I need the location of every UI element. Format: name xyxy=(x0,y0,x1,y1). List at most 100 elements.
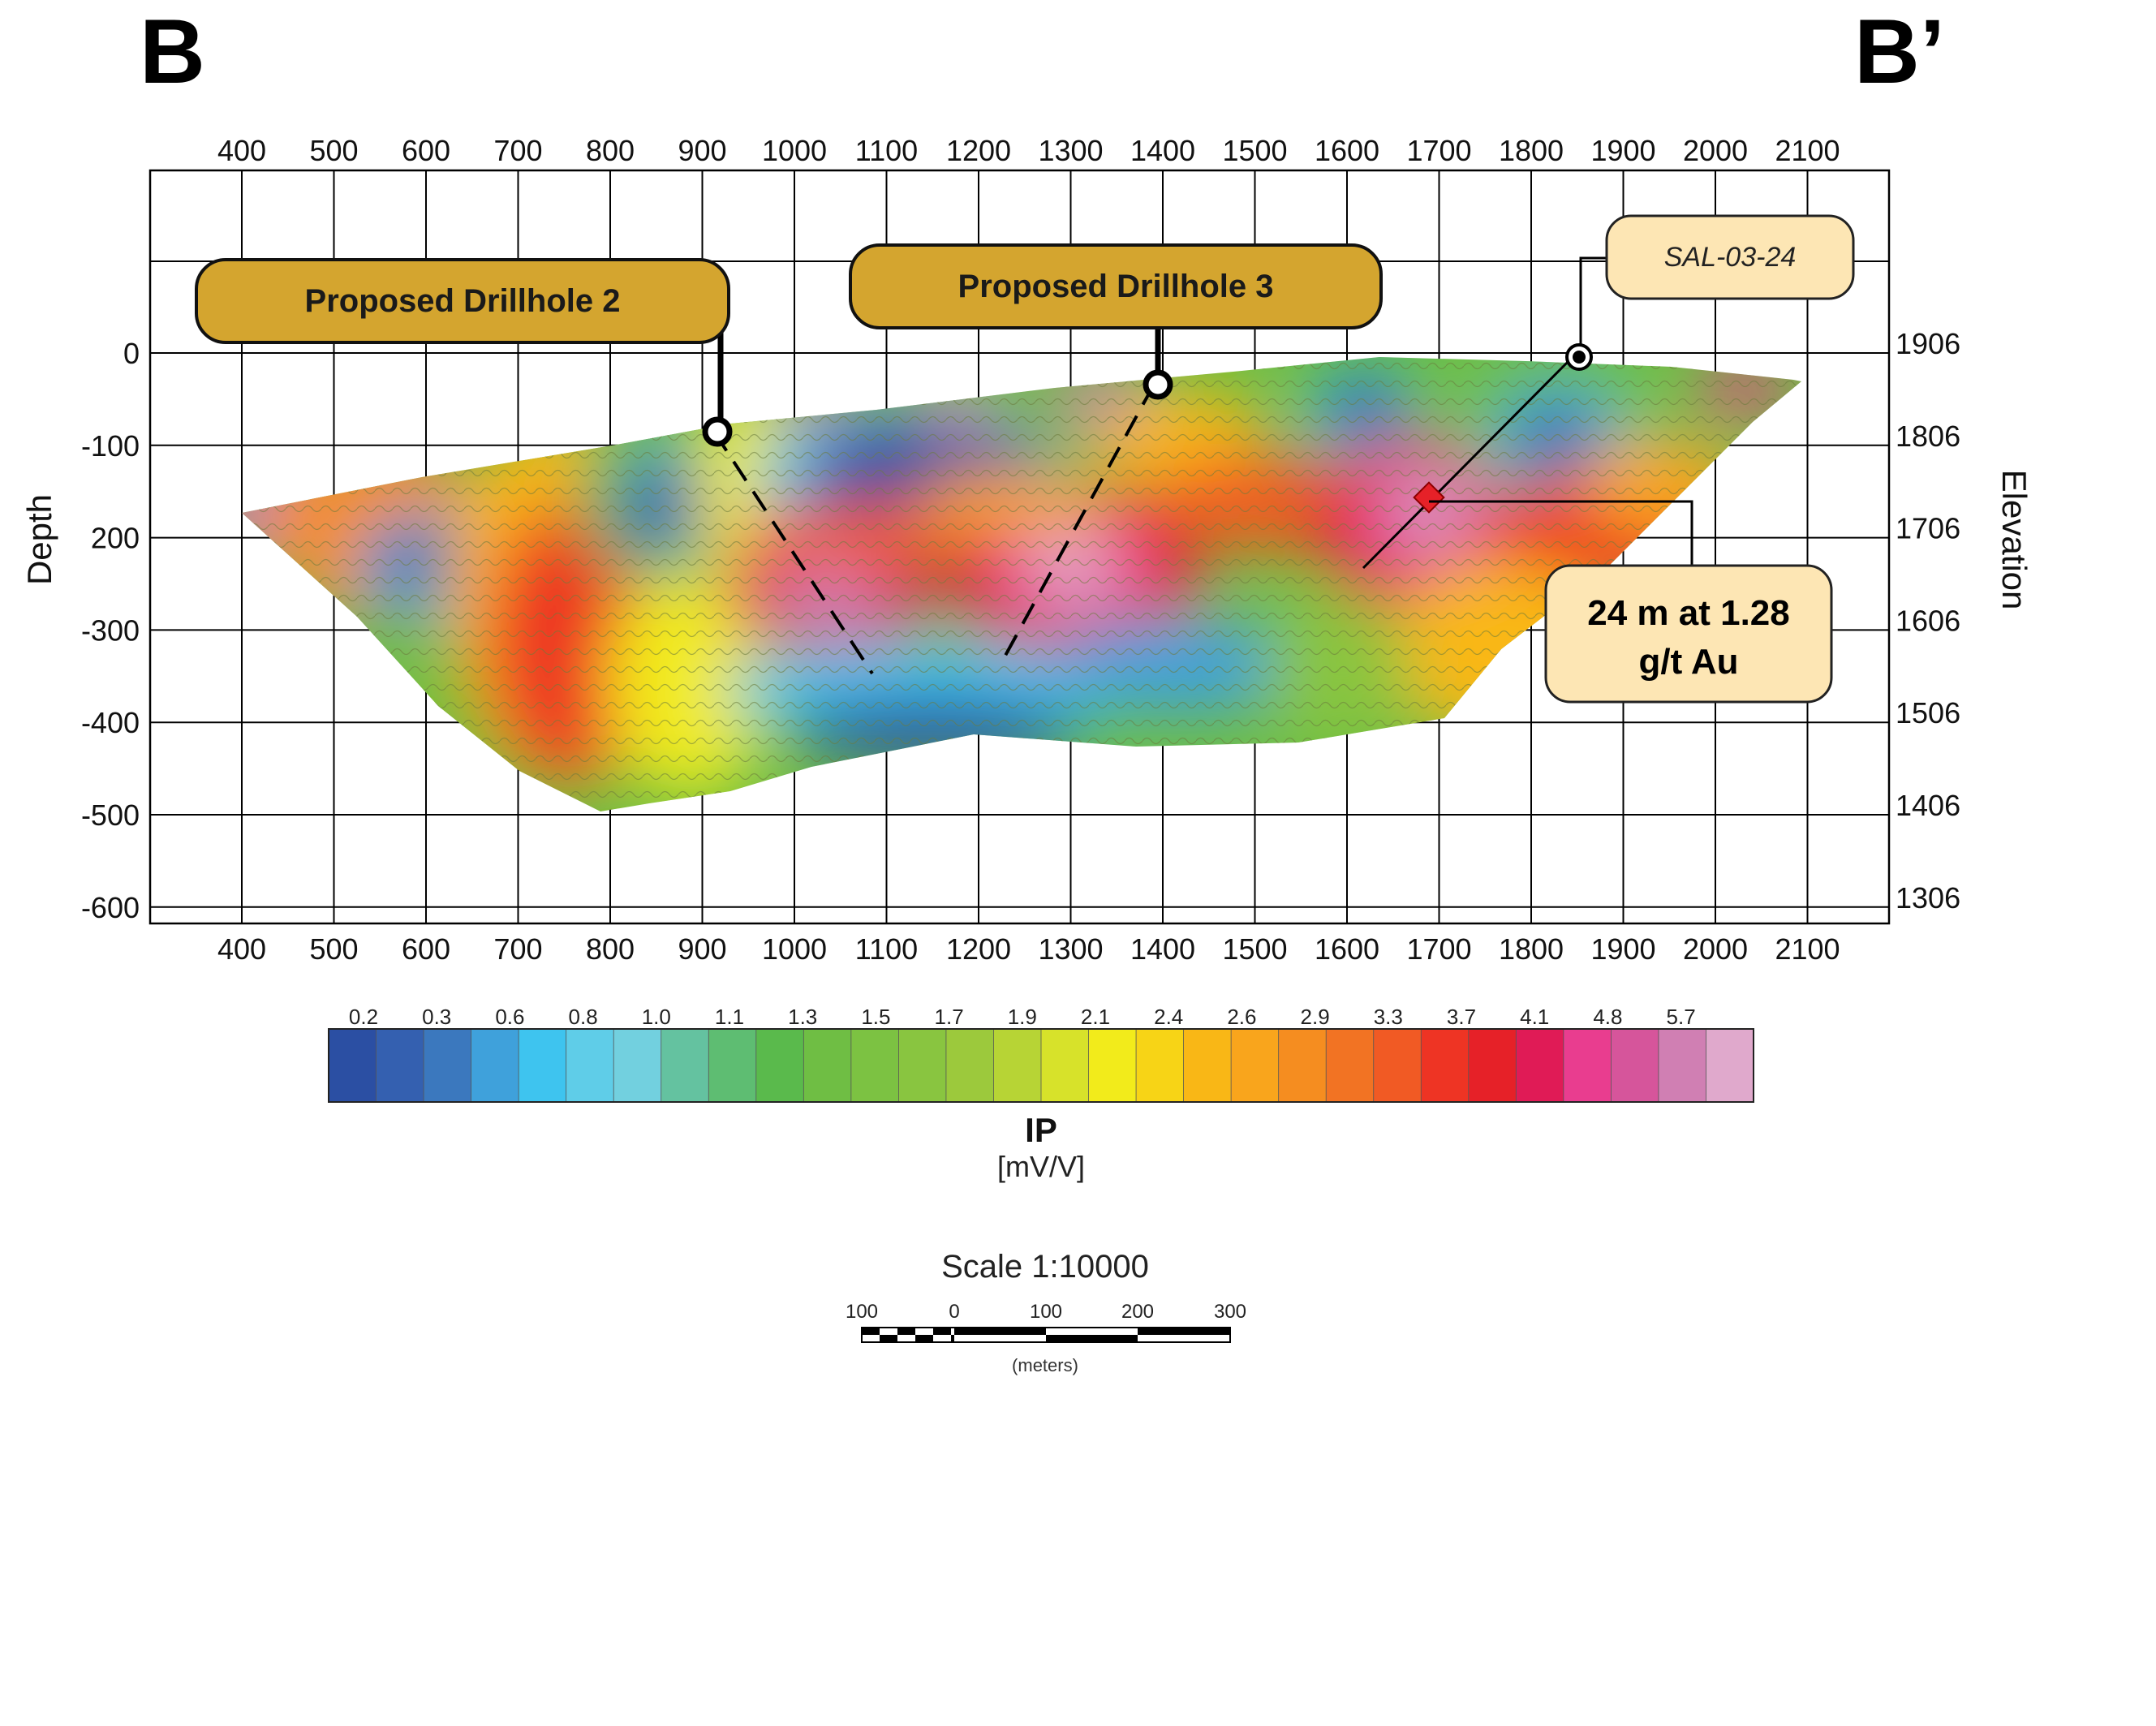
x-tick-label-top: 800 xyxy=(586,134,635,167)
x-tick-label-bottom: 700 xyxy=(493,932,542,966)
x-axis-bottom: 400 500 600 700 800 900 1000 1100 1200 1300 1400 15… xyxy=(217,932,1840,966)
x-tick-label-bottom: 900 xyxy=(678,932,726,966)
x-tick-label-top: 1200 xyxy=(946,134,1011,167)
x-tick-label-bottom: 1000 xyxy=(762,932,827,966)
drillhole-traces xyxy=(712,354,1576,675)
x-tick-label-top: 1000 xyxy=(762,134,827,167)
colorbar-swatch xyxy=(1135,1028,1185,1103)
section-end-label: B’ xyxy=(1854,1,1945,102)
colorbar-label: 1.5 xyxy=(861,1005,890,1029)
x-tick-label-bottom: 1400 xyxy=(1130,932,1195,966)
scale-bar: Scale 1:10000 100 0 100 200 300 (meters) xyxy=(846,1249,1246,1375)
sal-03-24-trace xyxy=(1362,354,1576,570)
scale-labels: 100 0 100 200 300 xyxy=(846,1301,1246,1323)
colorbar-swatch xyxy=(471,1028,520,1103)
colorbar-swatch xyxy=(708,1028,757,1103)
colorbar-label: 4.8 xyxy=(1593,1005,1622,1029)
x-tick-label-top: 900 xyxy=(678,134,726,167)
x-tick-label-bottom: 1500 xyxy=(1222,932,1287,966)
x-tick-label-bottom: 1800 xyxy=(1499,932,1564,966)
hole-id-callout: SAL-03-24 xyxy=(1565,214,1855,371)
colorbar-label: 1.3 xyxy=(788,1005,817,1029)
depth-tick-label: 200 xyxy=(91,522,140,555)
elevation-tick-label: 1406 xyxy=(1896,789,1960,822)
colorbar-swatch xyxy=(1658,1028,1707,1103)
colorbar-swatches xyxy=(328,1028,1754,1103)
colorbar-label: 0.2 xyxy=(349,1005,378,1029)
x-tick-label-top: 400 xyxy=(217,134,266,167)
depth-axis: 0 -100 200 -300 -400 -500 -600 xyxy=(81,337,140,924)
x-tick-label-top: 1500 xyxy=(1222,134,1287,167)
depth-tick-label: 0 xyxy=(123,337,140,370)
colorbar-swatch xyxy=(661,1028,710,1103)
drillhole2-collar-icon xyxy=(702,416,733,447)
colorbar-swatch xyxy=(993,1028,1042,1103)
colorbar-swatch xyxy=(518,1028,567,1103)
colorbar-swatch xyxy=(803,1028,852,1103)
colorbar-swatch xyxy=(1611,1028,1659,1103)
elevation-tick-label: 1506 xyxy=(1896,696,1960,730)
colorbar-label: 0.3 xyxy=(422,1005,451,1029)
colorbar-label: 1.7 xyxy=(935,1005,964,1029)
scale-tick-label: 100 xyxy=(1030,1301,1062,1323)
x-tick-label-bottom: 1600 xyxy=(1315,932,1379,966)
depth-tick-label: -400 xyxy=(81,706,140,739)
colorbar-label: 0.8 xyxy=(569,1005,598,1029)
elevation-axis-title: Elevation xyxy=(1995,470,2033,610)
colorbar-swatch xyxy=(1278,1028,1328,1103)
colorbar-swatch xyxy=(898,1028,947,1103)
colorbar-label: 2.4 xyxy=(1154,1005,1183,1029)
scale-tick-label: 200 xyxy=(1121,1301,1154,1323)
x-tick-label-bottom: 2000 xyxy=(1683,932,1748,966)
scale-tick-label: 0 xyxy=(949,1301,959,1323)
x-tick-label-top: 1100 xyxy=(855,134,918,167)
scale-title: Scale 1:10000 xyxy=(941,1249,1149,1285)
colorbar-label: 2.9 xyxy=(1301,1005,1330,1029)
drillhole3-label-box xyxy=(849,243,1383,329)
colorbar-title: IP xyxy=(1025,1111,1057,1149)
ip-colorbar: 0.2 0.3 0.6 0.8 1.0 1.1 1.3 1.5 1.7 1.9 2.1 2.4 2.6 2… xyxy=(328,1005,1754,1183)
colorbar-swatch xyxy=(1040,1028,1090,1103)
drillhole3-trace xyxy=(1001,384,1155,662)
colorbar-swatch xyxy=(850,1028,900,1103)
elevation-tick-label: 1906 xyxy=(1896,327,1960,360)
colorbar-label: 2.1 xyxy=(1081,1005,1110,1029)
colorbar-swatch xyxy=(613,1028,662,1103)
intercept-callout: 24 m at 1.28 g/t Au xyxy=(1429,500,1833,704)
colorbar-swatch xyxy=(376,1028,425,1103)
drillhole2-callout: Proposed Drillhole 2 xyxy=(195,258,733,447)
x-tick-label-bottom: 1300 xyxy=(1038,932,1103,966)
x-tick-label-bottom: 1100 xyxy=(855,932,918,966)
x-tick-label-top: 2100 xyxy=(1775,134,1840,167)
intercept-line2: g/t Au xyxy=(1639,642,1739,682)
drillhole3-label: Proposed Drillhole 3 xyxy=(958,269,1274,304)
depth-tick-label: -600 xyxy=(81,891,140,924)
elevation-axis: 1906 1806 1706 1606 1506 1406 1306 xyxy=(1896,327,1960,915)
elevation-tick-label: 1606 xyxy=(1896,604,1960,637)
x-tick-label-bottom: 400 xyxy=(217,932,266,966)
colorbar-labels: 0.2 0.3 0.6 0.8 1.0 1.1 1.3 1.5 1.7 1.9 2.1 2.4 2.6 2… xyxy=(349,1005,1696,1029)
colorbar-label: 3.7 xyxy=(1447,1005,1476,1029)
scale-bar-graphic xyxy=(861,1327,1231,1343)
colorbar-swatch xyxy=(1230,1028,1280,1103)
colorbar-swatch xyxy=(1515,1028,1564,1103)
colorbar-label: 2.6 xyxy=(1227,1005,1256,1029)
x-tick-label-top: 1300 xyxy=(1038,134,1103,167)
colorbar-swatch xyxy=(1183,1028,1233,1103)
depth-tick-label: -500 xyxy=(81,798,140,832)
x-tick-label-top: 1900 xyxy=(1590,134,1655,167)
drillhole2-label: Proposed Drillhole 2 xyxy=(305,283,621,319)
colorbar-swatch xyxy=(755,1028,805,1103)
depth-tick-label: -100 xyxy=(81,429,140,463)
section-start-label: B xyxy=(140,1,205,102)
colorbar-swatch xyxy=(1706,1028,1754,1103)
x-tick-label-bottom: 600 xyxy=(402,932,450,966)
colorbar-swatch xyxy=(566,1028,615,1103)
colorbar-label: 5.7 xyxy=(1667,1005,1696,1029)
drillhole3-callout: Proposed Drillhole 3 xyxy=(849,243,1383,400)
x-tick-label-top: 1800 xyxy=(1499,134,1564,167)
scale-tick-label: 300 xyxy=(1214,1301,1246,1323)
x-tick-label-bottom: 1900 xyxy=(1590,932,1655,966)
colorbar-label: 3.3 xyxy=(1374,1005,1403,1029)
